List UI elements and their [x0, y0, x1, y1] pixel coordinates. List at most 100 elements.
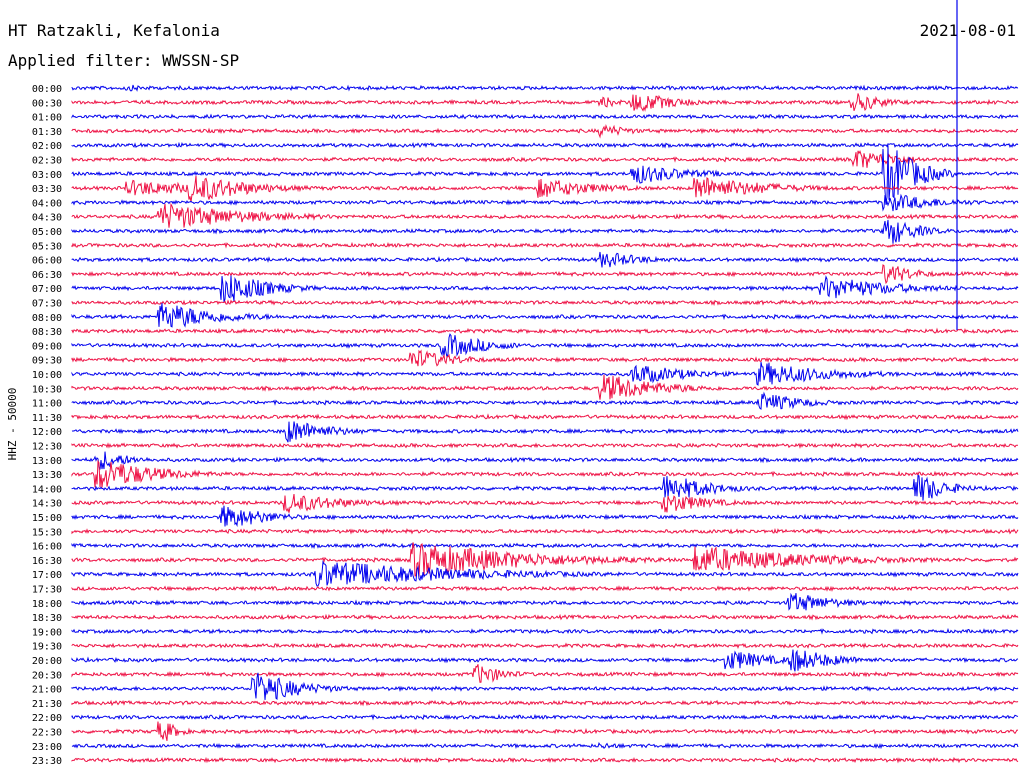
seismic-trace-1930: [71, 642, 1019, 649]
row-time-label: 21:30: [32, 699, 62, 710]
seismic-trace-1330: [71, 459, 1019, 488]
seismic-trace-2200: [71, 713, 1019, 721]
seismic-trace-0030: [71, 93, 1019, 112]
row-time-label: 03:00: [32, 170, 62, 181]
row-time-label: 06:30: [32, 270, 62, 281]
row-time-label: 00:00: [32, 84, 62, 95]
seismic-trace-0230: [71, 150, 1019, 168]
row-time-label: 02:30: [32, 156, 62, 167]
row-time-label: 05:00: [32, 227, 62, 238]
seismic-trace-0930: [71, 349, 1019, 367]
row-time-label: 21:00: [32, 685, 62, 696]
seismic-trace-0430: [71, 202, 1019, 228]
seismic-trace-1630: [71, 542, 1019, 577]
row-time-label: 11:00: [32, 399, 62, 410]
row-time-label: 04:30: [32, 213, 62, 224]
row-time-label: 09:30: [32, 356, 62, 367]
y-axis-label: HHZ - 50000: [6, 388, 19, 461]
row-time-label: 14:30: [32, 499, 62, 510]
seismic-trace-0200: [71, 141, 1019, 149]
seismic-trace-0330: [71, 175, 1019, 203]
seismic-trace-2100: [71, 672, 1019, 701]
seismic-trace-1700: [71, 559, 1019, 587]
seismic-trace-1000: [71, 361, 1019, 386]
row-time-label: 02:00: [32, 141, 62, 152]
seismic-trace-1530: [71, 528, 1019, 535]
seismic-trace-1830: [71, 613, 1019, 621]
seismic-trace-1800: [71, 592, 1019, 611]
seismic-trace-0300: [71, 145, 1019, 204]
trace-rows: 00:00 00:30 01:00 01:30 02:00 02:30 03:00 03:30…: [32, 0, 1019, 767]
seismic-trace-0730: [71, 299, 1019, 306]
row-time-label: 11:30: [32, 413, 62, 424]
seismic-trace-0500: [71, 219, 1019, 244]
row-time-label: 23:00: [32, 742, 62, 753]
row-time-label: 20:00: [32, 656, 62, 667]
row-time-label: 12:00: [32, 427, 62, 438]
row-time-label: 10:30: [32, 384, 62, 395]
seismic-trace-0000: [71, 84, 1019, 92]
seismic-trace-0130: [71, 123, 1019, 139]
row-time-label: 17:00: [32, 570, 62, 581]
seismic-trace-1130: [71, 413, 1019, 421]
seismic-trace-1730: [71, 585, 1019, 592]
seismic-trace-1200: [71, 421, 1019, 443]
seismic-trace-1100: [71, 391, 1019, 410]
row-time-label: 07:30: [32, 299, 62, 310]
seismic-trace-1400: [71, 474, 1019, 501]
seismic-trace-0530: [71, 241, 1019, 249]
filter-subtitle: Applied filter: WWSSN-SP: [8, 51, 239, 70]
row-time-label: 07:00: [32, 284, 62, 295]
seismic-trace-0600: [71, 251, 1019, 268]
row-time-label: 14:00: [32, 484, 62, 495]
row-time-label: 01:00: [32, 113, 62, 124]
row-time-label: 18:00: [32, 599, 62, 610]
row-time-label: 22:30: [32, 728, 62, 739]
seismic-trace-1900: [71, 627, 1019, 635]
row-time-label: 18:30: [32, 613, 62, 624]
seismic-trace-0100: [71, 113, 1019, 120]
seismic-trace-2300: [71, 741, 1019, 750]
row-time-label: 15:30: [32, 527, 62, 538]
row-time-label: 23:30: [32, 756, 62, 767]
seismic-trace-0400: [71, 193, 1019, 212]
seismic-trace-1300: [71, 451, 1019, 470]
row-time-label: 05:30: [32, 241, 62, 252]
row-time-label: 03:30: [32, 184, 62, 195]
seismic-trace-1230: [71, 442, 1019, 449]
row-time-label: 00:30: [32, 98, 62, 109]
seismic-trace-1500: [71, 505, 1019, 528]
seismic-trace-0800: [71, 303, 1019, 328]
row-time-label: 06:00: [32, 256, 62, 267]
seismic-trace-1600: [71, 542, 1019, 550]
seismic-trace-0900: [71, 333, 1019, 358]
row-time-label: 08:30: [32, 327, 62, 338]
row-time-label: 08:00: [32, 313, 62, 324]
row-time-label: 22:00: [32, 713, 62, 724]
row-time-label: 01:30: [32, 127, 62, 138]
row-time-label: 16:30: [32, 556, 62, 567]
row-time-label: 13:30: [32, 470, 62, 481]
seismic-trace-0630: [71, 264, 1019, 285]
row-time-label: 12:30: [32, 442, 62, 453]
seismic-trace-2000: [71, 649, 1019, 672]
row-time-label: 16:00: [32, 542, 62, 553]
seismic-trace-1030: [71, 374, 1019, 400]
seismic-trace-0830: [71, 327, 1019, 335]
row-time-label: 10:00: [32, 370, 62, 381]
seismic-trace-2230: [71, 721, 1019, 742]
row-time-label: 04:00: [32, 198, 62, 209]
row-time-label: 19:30: [32, 642, 62, 653]
seismic-trace-2030: [71, 664, 1019, 683]
row-time-label: 17:30: [32, 585, 62, 596]
seismic-trace-2330: [71, 756, 1019, 764]
station-title: HT Ratzakli, Kefalonia: [8, 21, 220, 40]
date-label: 2021-08-01: [920, 21, 1016, 40]
row-time-label: 19:00: [32, 627, 62, 638]
row-time-label: 09:00: [32, 341, 62, 352]
seismic-trace-0700: [71, 275, 1019, 303]
row-time-label: 15:00: [32, 513, 62, 524]
row-time-label: 13:00: [32, 456, 62, 467]
seismic-trace-1430: [71, 494, 1019, 513]
